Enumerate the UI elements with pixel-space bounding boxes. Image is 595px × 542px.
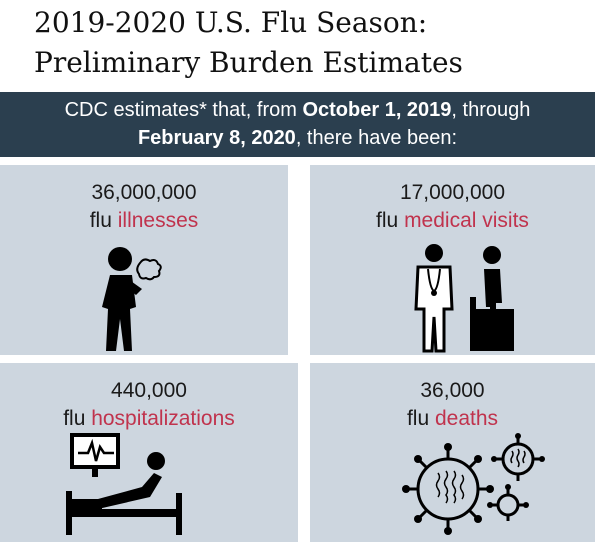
hospitalizations-count: 440,000 <box>111 379 187 402</box>
medical-visits-prefix: flu <box>376 209 405 232</box>
deaths-count: 36,000 <box>420 379 485 402</box>
page-title: 2019-2020 U.S. Flu Season: Preliminary B… <box>0 0 595 92</box>
deaths-panel: 36,000 flu deaths <box>310 363 595 542</box>
hospital-bed-icon <box>66 433 182 535</box>
medical-visits-panel: 17,000,000 flu medical visits <box>310 165 595 355</box>
title-line-2: Preliminary Burden Estimates <box>34 46 463 79</box>
illnesses-prefix: flu <box>89 209 118 232</box>
deaths-label: flu deaths <box>310 405 595 433</box>
illnesses-count: 36,000,000 <box>91 181 197 204</box>
banner-start-date: October 1, 2019 <box>302 99 452 121</box>
virus-icon <box>402 433 545 535</box>
hospitalizations-prefix: flu <box>63 407 92 430</box>
medical-visits-highlight: medical visits <box>404 209 529 232</box>
hospitalizations-label: flu hospitalizations <box>0 405 298 433</box>
banner-line-1-post: , through <box>451 99 531 121</box>
hospitalizations-highlight: hospitalizations <box>91 407 235 430</box>
banner-line-2: February 8, 2020, there have been: <box>0 124 595 152</box>
illnesses-label: flu illnesses <box>0 207 288 235</box>
estimates-banner: CDC estimates* that, from October 1, 201… <box>0 92 595 157</box>
banner-line-1-pre: CDC estimates* that, from <box>64 99 303 121</box>
title-line-1: 2019-2020 U.S. Flu Season: <box>34 6 428 39</box>
banner-line-2-post: , there have been: <box>295 127 458 149</box>
deaths-highlight: deaths <box>434 407 499 430</box>
illnesses-panel: 36,000,000 flu illnesses <box>0 165 288 355</box>
banner-line-1: CDC estimates* that, from October 1, 201… <box>0 96 595 124</box>
medical-visits-count: 17,000,000 <box>399 181 506 204</box>
hospitalizations-panel: 440,000 flu hospitalizations <box>0 363 298 542</box>
banner-end-date: February 8, 2020 <box>137 127 296 149</box>
sick-person-icon <box>102 247 162 351</box>
doctor-patient-icon <box>414 244 514 353</box>
illnesses-highlight: illnesses <box>117 209 199 232</box>
deaths-prefix: flu <box>406 407 435 430</box>
medical-visits-label: flu medical visits <box>310 207 595 235</box>
